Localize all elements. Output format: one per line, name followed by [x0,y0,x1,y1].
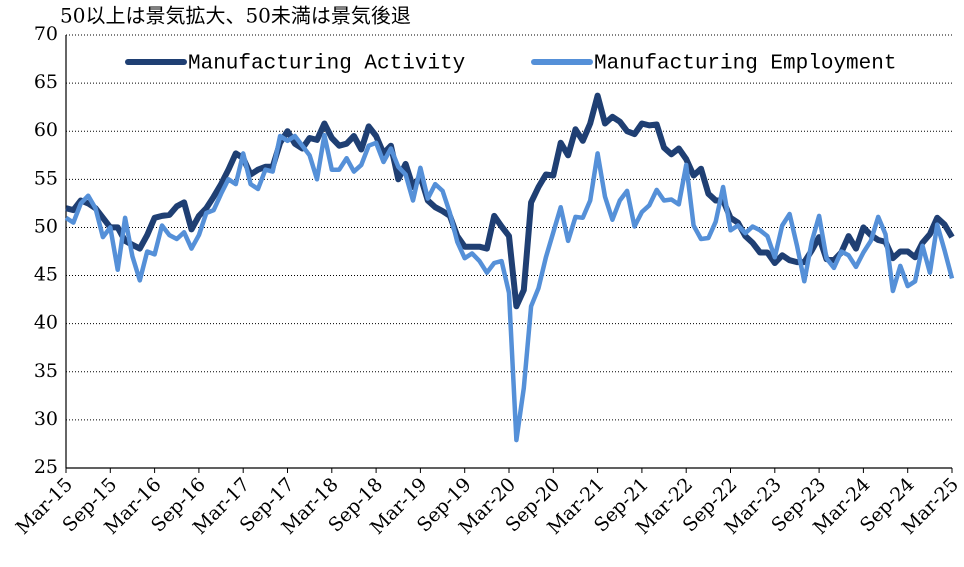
y-tick-label: 55 [34,167,58,189]
y-tick-label: 40 [34,312,58,334]
y-tick-label: 70 [34,23,58,45]
y-tick-label: 35 [34,360,58,382]
series-line [64,132,955,443]
legend-label: Manufacturing Activity [188,53,465,76]
y-tick-label: 50 [34,215,58,237]
y-tick-label: 45 [34,264,58,286]
y-tick-label: 30 [34,408,58,430]
y-tick-label: 60 [34,119,58,141]
y-tick-label: 65 [34,71,58,93]
y-tick-label: 25 [34,456,58,478]
chart-title: 50以上は景気拡大、50未満は景気後退 [60,4,411,28]
series-line [65,92,955,310]
legend-label: Manufacturing Employment [594,53,896,76]
